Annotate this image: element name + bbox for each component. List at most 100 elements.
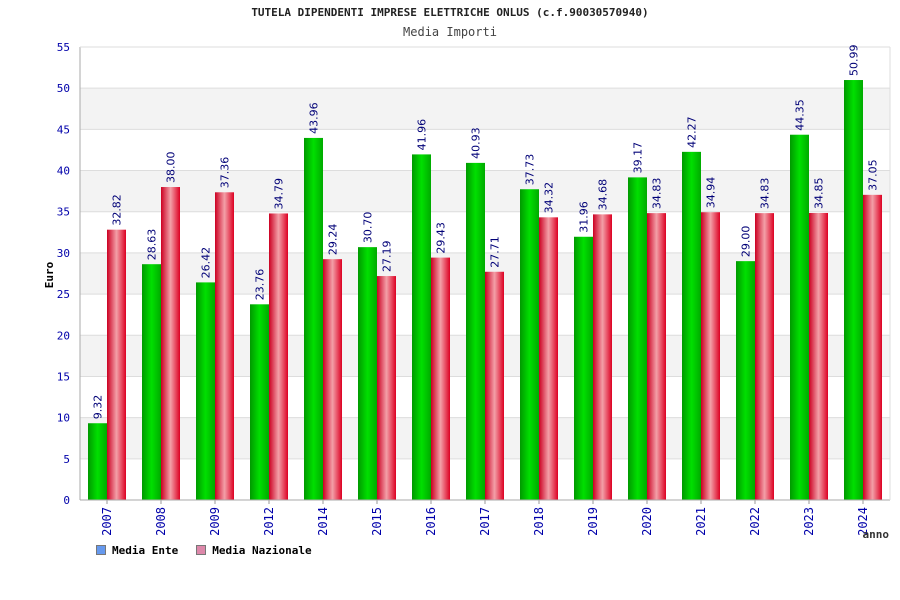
- x-axis-title: anno: [863, 528, 890, 541]
- data-label: 34.79: [273, 178, 286, 210]
- data-label: 29.43: [435, 222, 448, 254]
- bar-media-nazionale: [161, 187, 180, 500]
- y-tick-label: 15: [57, 370, 70, 383]
- bar-media-nazionale: [215, 192, 234, 500]
- bar-media-ente: [88, 423, 107, 500]
- x-tick-label: 2022: [748, 507, 762, 536]
- x-tick-label: 2014: [316, 507, 330, 536]
- x-tick-label: 2021: [694, 507, 708, 536]
- data-label: 32.82: [111, 194, 124, 226]
- bar-media-nazionale: [377, 276, 396, 500]
- data-label: 23.76: [254, 269, 267, 301]
- y-tick-label: 50: [57, 82, 70, 95]
- bar-media-nazionale: [701, 212, 720, 501]
- data-label: 9.32: [92, 395, 105, 420]
- x-tick-label: 2007: [100, 507, 114, 536]
- data-label: 37.73: [524, 154, 537, 186]
- data-label: 34.32: [543, 182, 556, 214]
- bar-media-nazionale: [107, 229, 126, 500]
- bar-media-nazionale: [431, 257, 450, 500]
- legend-swatch-media-ente: [96, 545, 106, 555]
- bar-media-ente: [304, 137, 323, 501]
- x-tick-label: 2016: [424, 507, 438, 536]
- bar-media-nazionale: [755, 213, 774, 501]
- legend-item-media-ente: Media Ente: [96, 544, 178, 557]
- axes-layer: [79, 46, 891, 504]
- data-label: 41.96: [416, 119, 429, 151]
- x-tick-label: 2023: [802, 507, 816, 536]
- data-label: 34.83: [759, 178, 772, 210]
- data-label: 34.83: [651, 178, 664, 210]
- y-tick-label: 10: [57, 412, 70, 425]
- bar-media-ente: [790, 134, 809, 500]
- data-label: 29.00: [740, 226, 753, 258]
- bar-media-ente: [142, 264, 161, 500]
- data-label: 40.93: [470, 127, 483, 159]
- data-label: 34.68: [597, 179, 610, 211]
- grid-band: [80, 47, 890, 89]
- bar-media-ente: [250, 304, 269, 500]
- legend-label-media-ente: Media Ente: [112, 543, 179, 557]
- bar-media-nazionale: [485, 271, 504, 500]
- y-tick-label: 35: [57, 206, 70, 219]
- x-tick-label: 2008: [154, 507, 168, 536]
- x-tick-label: 2009: [208, 507, 222, 536]
- x-tick-label: 2024: [856, 507, 870, 536]
- data-label: 31.96: [578, 201, 591, 233]
- grid-band: [80, 88, 890, 130]
- x-tick-label: 2012: [262, 507, 276, 536]
- y-tick-label: 0: [63, 494, 70, 507]
- data-label: 39.17: [632, 142, 645, 174]
- y-tick-label: 40: [57, 165, 70, 178]
- bar-media-ente: [736, 261, 755, 500]
- data-label: 29.24: [327, 224, 340, 256]
- legend-swatch-media-nazionale: [196, 545, 207, 555]
- bar-media-nazionale: [593, 214, 612, 500]
- bar-media-nazionale: [539, 217, 558, 500]
- bar-media-nazionale: [863, 194, 882, 501]
- x-tick-label: 2017: [478, 507, 492, 536]
- data-label: 37.05: [867, 159, 880, 191]
- y-tick-label: 25: [57, 288, 70, 301]
- bar-media-ente: [466, 162, 485, 501]
- data-label: 34.85: [813, 177, 826, 209]
- legend-item-media-nazionale: Media Nazionale: [196, 543, 312, 557]
- bar-media-ente: [358, 247, 377, 500]
- y-tick-label: 20: [57, 329, 70, 342]
- bar-media-nazionale: [269, 213, 288, 500]
- legend-label-media-nazionale: Media Nazionale: [212, 543, 312, 557]
- y-tick-label: 55: [57, 41, 70, 54]
- data-label: 30.70: [362, 212, 375, 244]
- y-tick-label: 30: [57, 247, 70, 260]
- bar-media-ente: [574, 236, 593, 501]
- bar-media-ente: [520, 189, 539, 500]
- x-tick-label: 2019: [586, 507, 600, 536]
- data-label: 28.63: [146, 229, 159, 261]
- x-tick-label: 2018: [532, 507, 546, 536]
- bar-media-nazionale: [323, 259, 342, 500]
- bar-media-ente: [412, 154, 431, 501]
- x-tick-label: 2015: [370, 507, 384, 536]
- data-label: 27.71: [489, 236, 502, 268]
- y-axis-title: Euro: [43, 261, 56, 288]
- legend: Media Ente Media Nazionale: [96, 542, 312, 558]
- data-label: 43.96: [308, 102, 321, 134]
- bar-media-nazionale: [647, 213, 666, 501]
- data-label: 37.36: [219, 157, 232, 189]
- data-label: 26.42: [200, 247, 213, 279]
- data-label: 27.19: [381, 241, 394, 273]
- data-label: 42.27: [686, 116, 699, 148]
- x-tick-label: 2020: [640, 507, 654, 536]
- bar-media-ente: [196, 282, 215, 500]
- bar-media-ente: [682, 151, 701, 500]
- y-tick-label: 5: [63, 453, 70, 466]
- labels-layer: 0 5 10 15 20 25 30 35 40 45 50 55 9.32 32.82 2007 28.63…: [43, 41, 889, 541]
- bar-media-nazionale: [809, 212, 828, 501]
- data-label: 34.94: [705, 177, 718, 209]
- bars-layer: [88, 80, 882, 501]
- data-label: 44.35: [794, 99, 807, 131]
- bar-media-ente: [844, 80, 863, 500]
- bar-media-ente: [628, 177, 647, 500]
- data-label: 50.99: [848, 45, 861, 77]
